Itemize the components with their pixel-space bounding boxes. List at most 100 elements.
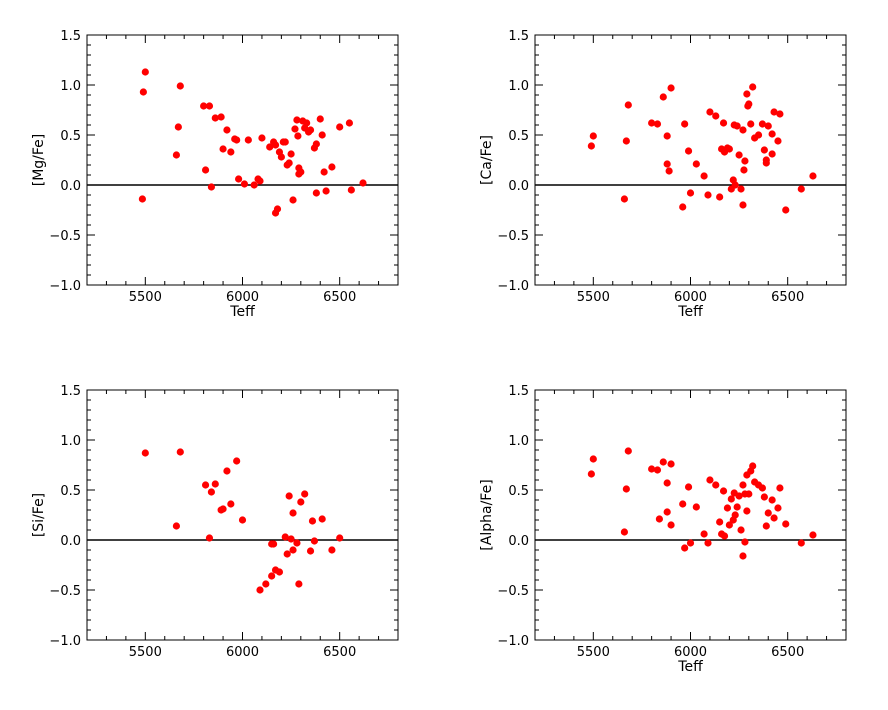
- data-point: [706, 476, 714, 484]
- data-point: [589, 132, 597, 140]
- data-point: [231, 135, 239, 143]
- data-point: [776, 110, 784, 118]
- data-point: [258, 134, 266, 142]
- data-point: [768, 150, 776, 158]
- y-tick-label: −1.0: [497, 634, 529, 649]
- data-point: [328, 163, 336, 171]
- data-point: [760, 146, 768, 154]
- data-point: [747, 120, 755, 128]
- data-point: [692, 160, 700, 168]
- plot-frame: [534, 34, 847, 286]
- data-point: [233, 457, 241, 465]
- y-tick-label: −0.5: [497, 229, 529, 244]
- y-tick-label: −1.0: [49, 634, 81, 649]
- data-point: [679, 500, 687, 508]
- data-point: [739, 481, 747, 489]
- data-point: [262, 580, 270, 588]
- y-tick-label: 1.0: [508, 434, 529, 449]
- x-tick-label: 6500: [771, 645, 804, 660]
- data-point: [281, 138, 289, 146]
- data-point: [138, 195, 146, 203]
- data-point: [275, 568, 284, 576]
- data-point: [663, 160, 671, 168]
- data-point: [297, 498, 305, 506]
- data-point: [659, 458, 667, 466]
- x-tick-label: 6500: [771, 290, 804, 305]
- data-point: [293, 539, 301, 547]
- data-point: [667, 460, 675, 468]
- data-point: [758, 484, 767, 492]
- data-point: [306, 547, 315, 555]
- data-point: [240, 180, 249, 188]
- y-tick-label: 1.5: [508, 384, 529, 399]
- data-point: [589, 455, 597, 463]
- data-point: [659, 93, 667, 101]
- y-tick-label: −0.5: [49, 584, 81, 599]
- data-point: [207, 488, 215, 496]
- data-point: [285, 159, 293, 167]
- data-point: [809, 172, 817, 180]
- y-tick-label: −0.5: [497, 584, 529, 599]
- x-axis-label: Teff: [677, 304, 703, 320]
- data-point: [758, 120, 767, 128]
- y-tick-label: 1.0: [508, 79, 529, 94]
- data-point: [655, 515, 664, 523]
- data-point: [706, 108, 714, 116]
- data-point: [739, 126, 747, 134]
- x-tick-label: 6000: [674, 645, 707, 660]
- data-point: [745, 490, 753, 498]
- plot-frame: [86, 34, 399, 286]
- data-point: [287, 150, 295, 158]
- data-point: [739, 201, 747, 209]
- data-point: [316, 115, 324, 123]
- y-axis-label: [Alpha/Fe]: [479, 479, 495, 550]
- data-point: [684, 483, 693, 491]
- data-point: [244, 136, 252, 144]
- data-point: [270, 540, 278, 548]
- data-point: [797, 539, 805, 547]
- data-point: [774, 137, 782, 145]
- data-point: [727, 495, 735, 503]
- data-point: [774, 504, 782, 512]
- data-point: [336, 534, 344, 542]
- x-axis-label: Teff: [229, 304, 255, 320]
- data-point: [768, 130, 776, 138]
- data-point: [679, 203, 687, 211]
- x-tick-label: 5500: [129, 645, 162, 660]
- data-point: [667, 521, 675, 529]
- data-point: [312, 140, 320, 148]
- y-tick-label: −0.5: [49, 229, 81, 244]
- data-point: [141, 449, 149, 457]
- data-point: [211, 114, 219, 122]
- data-point: [743, 90, 751, 98]
- data-point: [768, 496, 776, 504]
- data-point: [139, 88, 147, 96]
- data-point: [271, 209, 280, 217]
- data-point: [587, 470, 595, 478]
- data-point: [285, 492, 293, 500]
- y-tick-label: 0.0: [60, 534, 81, 549]
- data-point: [201, 166, 210, 174]
- data-point: [238, 516, 247, 524]
- y-tick-label: 0.0: [508, 179, 529, 194]
- data-point: [725, 145, 733, 153]
- data-point: [297, 168, 305, 176]
- data-point: [141, 68, 149, 76]
- data-point: [620, 195, 629, 203]
- data-point: [205, 102, 214, 110]
- data-point: [289, 196, 297, 204]
- x-axis-label: Teff: [677, 659, 703, 675]
- data-point: [681, 120, 689, 128]
- data-point: [359, 179, 367, 187]
- data-point: [762, 159, 770, 167]
- data-point: [719, 119, 728, 127]
- data-point: [809, 531, 817, 539]
- data-point: [719, 487, 728, 495]
- y-tick-label: 1.5: [60, 29, 81, 44]
- data-point: [235, 175, 243, 183]
- data-point: [312, 189, 320, 197]
- data-point: [754, 131, 763, 139]
- data-point: [256, 177, 264, 185]
- plot-frame: [86, 389, 399, 641]
- x-tick-label: 6500: [323, 290, 356, 305]
